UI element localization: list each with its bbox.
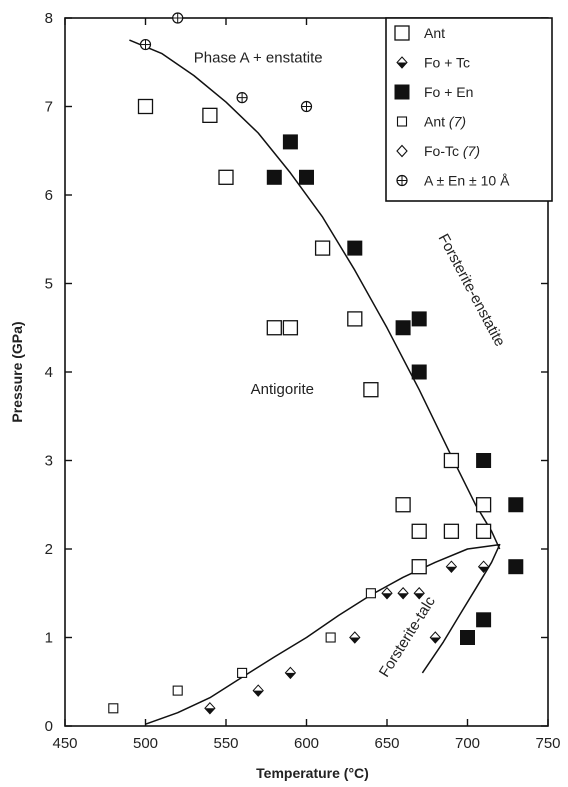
data-point-series-0: [475, 497, 492, 513]
data-point-series-5: [172, 12, 184, 24]
legend-marker: [394, 84, 410, 100]
data-point-series-2: [266, 169, 282, 185]
annotation-label: Forsterite-enstatite: [435, 231, 509, 349]
curves: [129, 39, 501, 725]
y-tick-label: 8: [45, 10, 53, 27]
legend-entry-label: Fo + En: [424, 84, 473, 100]
legend-marker: [396, 116, 408, 127]
data-point-series-3: [365, 588, 376, 599]
annotation-label: Forsterite-talc: [376, 593, 439, 680]
data-point-series-3: [325, 632, 336, 643]
forsterite-enstatite-curve: [129, 39, 501, 550]
x-tick-label: 700: [455, 735, 480, 752]
annotation-label: Phase A + enstatite: [194, 49, 323, 66]
data-point-series-0: [347, 311, 363, 327]
legend-box: [385, 17, 553, 202]
y-tick-label: 0: [45, 718, 53, 735]
data-point-series-2: [395, 320, 411, 336]
data-point-series-0: [443, 452, 460, 469]
data-point-series-1: [381, 587, 393, 600]
data-point-series-0: [475, 523, 492, 539]
y-tick-label: 3: [45, 453, 53, 470]
data-point-series-3: [108, 703, 119, 714]
data-point-series-2: [476, 453, 492, 468]
annotation-label: Antigorite: [251, 381, 314, 398]
y-tick-label: 5: [45, 276, 53, 293]
legend-marker: [394, 25, 410, 41]
legend-entry-label: Ant: [424, 25, 445, 41]
data-point-series-3: [237, 667, 248, 678]
data-point-series-3: [172, 685, 183, 696]
data-point-series-1: [429, 631, 441, 644]
legend-entry-label: Ant (7): [424, 114, 466, 130]
legend-entry-label: Fo + Tc: [424, 55, 470, 71]
x-tick-label: 550: [213, 735, 238, 752]
data-point-series-1: [445, 560, 458, 573]
legend-entry-label: Fo-Tc (7): [424, 143, 480, 159]
x-tick-label: 450: [52, 735, 77, 752]
data-point-series-1: [413, 587, 425, 600]
forsterite-talc-curve: [145, 543, 501, 725]
data-point-series-2: [411, 311, 427, 327]
y-tick-label: 4: [45, 364, 53, 381]
data-point-series-0: [363, 382, 379, 398]
legend-marker: [396, 56, 408, 69]
x-axis-title: Temperature (°C): [256, 765, 369, 781]
data-point-series-1: [349, 631, 361, 644]
data-point-series-0: [202, 107, 218, 123]
legend-entry-suffix: (7): [445, 114, 466, 130]
y-tick-label: 6: [45, 187, 53, 204]
data-point-series-1: [204, 702, 216, 715]
data-point-series-1: [397, 587, 409, 600]
x-tick-label: 650: [374, 735, 399, 752]
y-axis-title: Pressure (GPa): [9, 321, 25, 422]
data-point-series-0: [314, 240, 331, 256]
data-point-series-2: [411, 364, 427, 380]
data-point-series-1: [284, 666, 297, 680]
data-point-series-5: [300, 100, 313, 113]
data-point-series-0: [218, 169, 234, 185]
data-point-series-0: [411, 523, 427, 539]
y-tick-label: 7: [45, 99, 53, 116]
x-tick-label: 750: [535, 735, 560, 752]
axes: 450 500 550 600 650 700 750 0 1 2 3 4 5 6 7 8 Temperatur…: [9, 10, 561, 781]
legend-entry-suffix: (7): [459, 143, 480, 159]
legend-marker: [396, 174, 408, 187]
data-point-series-0: [282, 320, 299, 336]
data-point-series-2: [508, 497, 524, 513]
legend-marker: [396, 144, 408, 158]
data-point-series-0: [266, 320, 282, 336]
data-point-series-5: [139, 38, 152, 51]
data-point-series-2: [347, 240, 363, 256]
data-point-series-2: [460, 630, 475, 645]
x-tick-label: 500: [133, 735, 158, 752]
legend: Ant Fo + Tc Fo + En Ant (7) Fo-Tc (7) A ± En …: [385, 17, 553, 202]
data-point-series-2: [282, 134, 298, 150]
data-point-series-0: [137, 98, 154, 115]
data-point-series-1: [252, 684, 264, 697]
legend-entry-label: A ± En ± 10 Å: [424, 173, 510, 189]
data-point-series-0: [411, 559, 427, 575]
data-point-series-1: [477, 560, 490, 573]
data-point-series-0: [443, 523, 460, 539]
data-point-series-5: [236, 92, 248, 104]
data-point-series-0: [395, 497, 411, 513]
data-point-series-2: [508, 559, 524, 575]
y-tick-label: 1: [45, 630, 53, 647]
data-points: [108, 12, 524, 715]
x-tick-label: 600: [294, 735, 319, 752]
y-tick-label: 2: [45, 541, 53, 558]
data-point-series-2: [476, 612, 492, 628]
data-point-series-2: [299, 169, 314, 185]
